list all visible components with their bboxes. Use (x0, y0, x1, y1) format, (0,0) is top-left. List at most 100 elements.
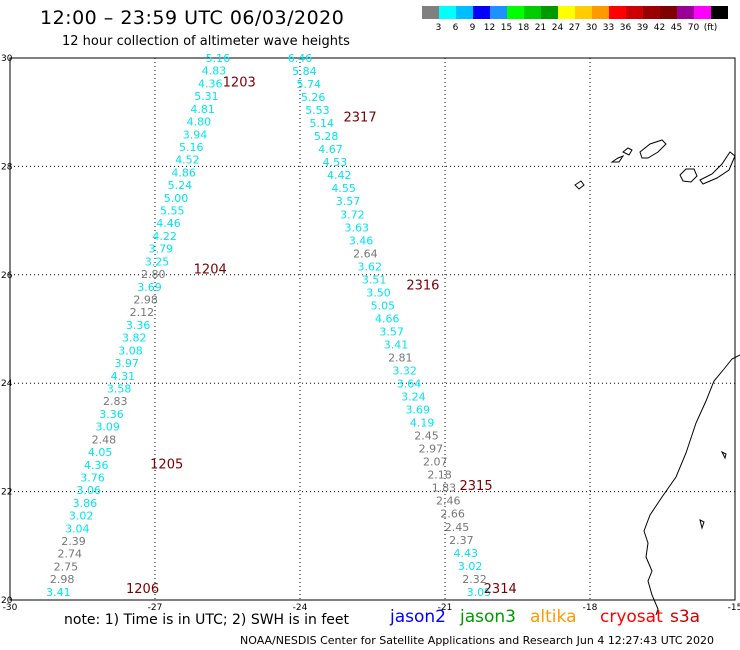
canary-island-gomera (622, 147, 633, 156)
canary-island-tenerife (639, 139, 667, 159)
wave-height-value: 4.53 (323, 156, 348, 169)
pass-id: 1206 (126, 582, 159, 597)
scale-label: 18 (517, 23, 530, 33)
map-subtitle: 12 hour collection of altimeter wave hei… (62, 34, 350, 49)
scale-swatch (626, 6, 643, 19)
pass-id: 1203 (223, 75, 256, 90)
scale-swatch (643, 6, 660, 19)
wave-height-value: 3.64 (397, 378, 422, 391)
map-title: 12:00 – 23:59 UTC 06/03/2020 (40, 7, 345, 29)
scale-swatch (592, 6, 609, 19)
wave-height-value: 2.81 (388, 351, 413, 364)
scale-swatch (609, 6, 626, 19)
wave-height-value: 4.83 (202, 65, 227, 78)
wave-height-value: 2.97 (419, 443, 444, 456)
wave-height-value: 5.24 (168, 179, 193, 192)
wave-height-labels: 5.164.834.365.314.814.803.945.164.524.86… (46, 52, 491, 599)
pass-id: 2316 (406, 279, 439, 294)
canary-island-lapalma (574, 180, 585, 190)
wave-height-value: 4.31 (111, 370, 136, 383)
satellite-name: jason3 (460, 607, 516, 627)
lat-tick-label: 30 (1, 54, 13, 64)
coast-detail (699, 519, 705, 530)
scale-swatch (575, 6, 592, 19)
wave-height-value: 4.80 (187, 116, 212, 129)
wave-height-value: 4.42 (327, 169, 352, 182)
wave-height-value: 3.06 (76, 484, 101, 497)
lon-tick-label: -21 (438, 603, 453, 613)
wave-height-value: 3.58 (107, 382, 132, 395)
canary-island-west (610, 154, 625, 163)
lon-tick-label: -24 (293, 603, 308, 613)
wave-height-value: 2.12 (130, 306, 155, 319)
wave-height-value: 4.05 (88, 446, 113, 459)
wave-height-value: 2.45 (445, 521, 470, 534)
wave-height-value: 4.81 (190, 103, 215, 116)
wave-height-value: 5.74 (296, 78, 321, 91)
wave-height-value: 6.46 (288, 52, 313, 65)
lon-tick-label: -27 (148, 603, 163, 613)
satellite-name: s3a (670, 607, 701, 627)
scale-swatch (490, 6, 507, 19)
pass-id: 1205 (150, 458, 183, 473)
wave-height-value: 5.84 (292, 65, 317, 78)
wave-height-value: 3.76 (80, 471, 105, 484)
units-note: note: 1) Time is in UTC; 2) SWH is in fe… (64, 612, 350, 628)
wave-height-value: 5.26 (301, 91, 326, 104)
wave-height-value: 3.36 (126, 319, 151, 332)
wave-height-value: 3.32 (392, 365, 417, 378)
wave-height-value: 3.69 (137, 281, 162, 294)
wave-height-value: 4.22 (152, 230, 177, 243)
canary-island-fuerteventura (699, 151, 736, 185)
wave-height-value: 3.08 (118, 344, 143, 357)
wave-height-value: 3.05 (467, 586, 492, 599)
satellite-name: cryosat (600, 607, 663, 627)
pass-id: 2315 (460, 479, 493, 494)
attribution-footer: NOAA/NESDIS Center for Satellite Applica… (240, 634, 715, 647)
wave-height-value: 3.41 (46, 586, 71, 599)
scale-swatch (694, 6, 711, 19)
wave-height-value: 3.72 (340, 208, 365, 221)
wave-height-value: 3.86 (73, 497, 98, 510)
wave-height-value: 3.97 (114, 357, 139, 370)
wave-height-value: 3.24 (401, 391, 426, 404)
wave-height-value: 3.79 (149, 243, 174, 256)
scale-swatch (660, 6, 677, 19)
wave-height-value: 4.52 (175, 154, 200, 167)
pass-id-labels: 1203 1204 1205 1206 2317 2316 2315 2314 (126, 75, 517, 597)
wave-height-value: 5.14 (310, 117, 335, 130)
wave-height-value: 3.63 (344, 221, 369, 234)
scale-label: 42 (653, 23, 666, 33)
wave-height-value: 4.86 (171, 166, 196, 179)
wave-height-value: 3.09 (95, 421, 120, 434)
wave-height-value: 4.66 (375, 312, 400, 325)
wave-height-value: 2.39 (61, 535, 86, 548)
scale-label: 15 (500, 23, 513, 33)
wave-height-value: 4.43 (453, 547, 478, 560)
wave-height-value: 3.82 (122, 332, 147, 345)
scale-label: 3 (435, 23, 442, 33)
scale-label: 33 (602, 23, 615, 33)
wave-height-value: 2.07 (423, 456, 448, 469)
wave-height-value: 1.83 (432, 482, 457, 495)
wave-height-value: 3.02 (69, 510, 94, 523)
wave-height-value: 5.16 (179, 141, 204, 154)
lat-tick-label: 20 (1, 596, 13, 606)
wave-height-value: 3.04 (65, 522, 90, 535)
wave-height-value: 3.25 (145, 255, 170, 268)
wave-height-value: 4.46 (156, 217, 181, 230)
lat-tick-label: 24 (1, 379, 13, 389)
scale-label: 27 (568, 23, 581, 33)
wave-height-value: 2.80 (141, 268, 166, 281)
scale-label: 12 (483, 23, 496, 33)
scale-label: 39 (636, 23, 649, 33)
lat-tick-label: 26 (1, 271, 13, 281)
satellite-name: jason2 (390, 607, 446, 627)
map-frame (9, 57, 736, 601)
scale-swatch (524, 6, 541, 19)
scale-swatch (677, 6, 694, 19)
wave-height-value: 5.53 (305, 104, 330, 117)
wave-height-value: 3.50 (366, 286, 391, 299)
wave-height-value: 3.46 (349, 234, 374, 247)
